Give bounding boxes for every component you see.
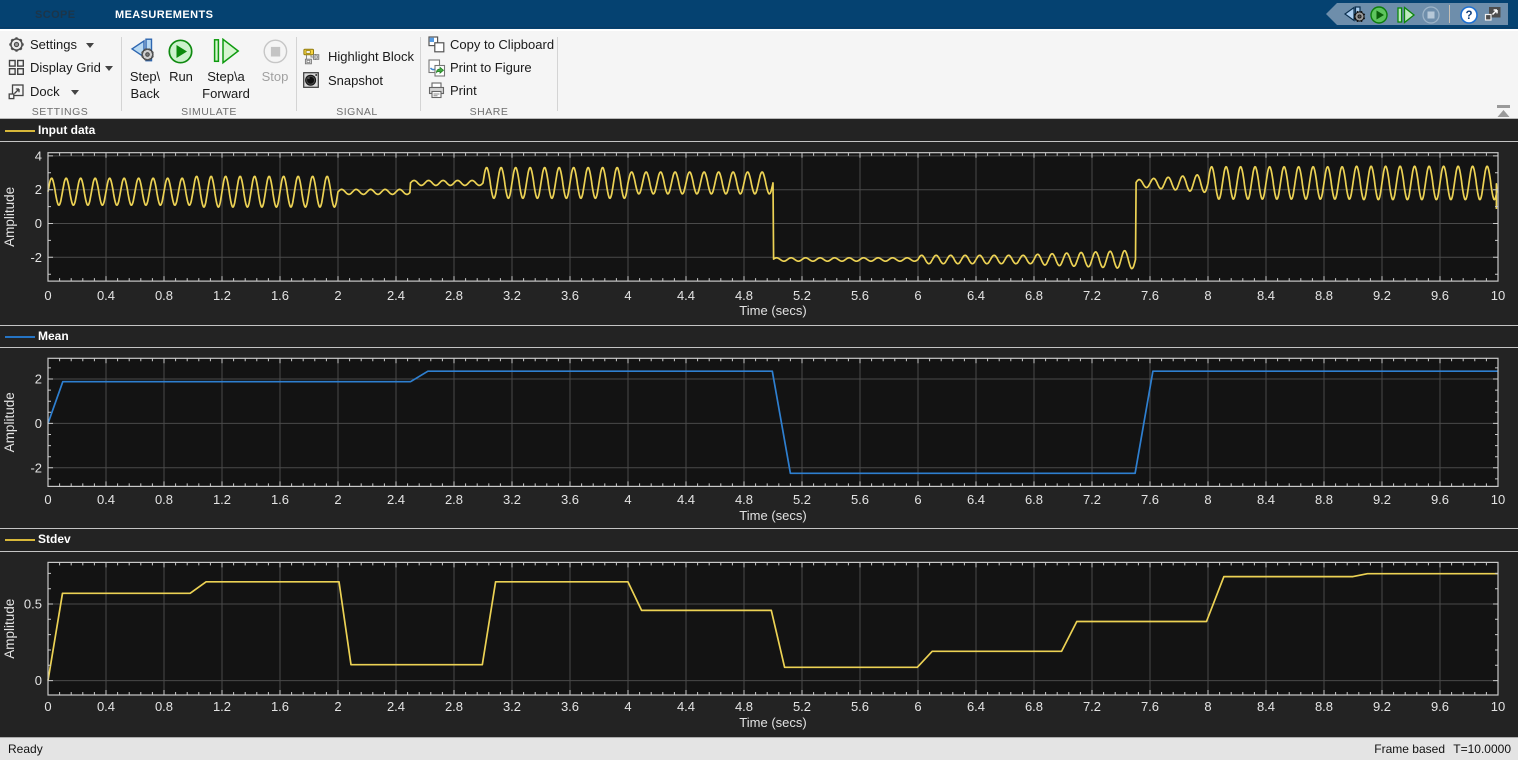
svg-text:6.8: 6.8: [1025, 288, 1043, 303]
svg-text:5.6: 5.6: [851, 288, 869, 303]
svg-text:2.4: 2.4: [387, 492, 405, 507]
svg-text:7.2: 7.2: [1083, 492, 1101, 507]
svg-text:1.6: 1.6: [271, 288, 289, 303]
svg-text:2.4: 2.4: [387, 288, 405, 303]
svg-text:8: 8: [1204, 288, 1211, 303]
svg-text:2.8: 2.8: [445, 492, 463, 507]
svg-text:8: 8: [1204, 699, 1211, 714]
svg-text:2: 2: [334, 288, 341, 303]
svg-text:2: 2: [334, 492, 341, 507]
svg-text:0: 0: [44, 699, 51, 714]
svg-text:-2: -2: [30, 460, 42, 475]
svg-text:1.6: 1.6: [271, 492, 289, 507]
svg-text:1.2: 1.2: [213, 492, 231, 507]
svg-text:8: 8: [1204, 492, 1211, 507]
svg-text:9.6: 9.6: [1431, 492, 1449, 507]
svg-text:6.8: 6.8: [1025, 492, 1043, 507]
svg-text:10: 10: [1491, 699, 1505, 714]
svg-text:1.2: 1.2: [213, 288, 231, 303]
svg-text:4: 4: [35, 148, 42, 163]
svg-text:4: 4: [624, 699, 631, 714]
svg-text:0.5: 0.5: [24, 597, 42, 612]
svg-text:7.6: 7.6: [1141, 492, 1159, 507]
svg-text:3.6: 3.6: [561, 492, 579, 507]
svg-text:3.2: 3.2: [503, 288, 521, 303]
svg-text:5.2: 5.2: [793, 699, 811, 714]
svg-text:4.8: 4.8: [735, 492, 753, 507]
svg-text:0: 0: [44, 288, 51, 303]
svg-text:9.6: 9.6: [1431, 699, 1449, 714]
svg-text:8.4: 8.4: [1257, 288, 1275, 303]
svg-text:1.6: 1.6: [271, 699, 289, 714]
svg-text:6.4: 6.4: [967, 699, 985, 714]
svg-text:4.4: 4.4: [677, 699, 695, 714]
svg-text:2: 2: [334, 699, 341, 714]
svg-text:5.6: 5.6: [851, 492, 869, 507]
svg-text:0: 0: [35, 673, 42, 688]
svg-text:4: 4: [624, 288, 631, 303]
svg-text:0: 0: [35, 416, 42, 431]
svg-text:0.8: 0.8: [155, 288, 173, 303]
svg-text:6: 6: [914, 699, 921, 714]
svg-text:2: 2: [35, 372, 42, 387]
svg-text:5.2: 5.2: [793, 492, 811, 507]
svg-text:7.6: 7.6: [1141, 288, 1159, 303]
svg-text:9.6: 9.6: [1431, 288, 1449, 303]
svg-text:3.6: 3.6: [561, 288, 579, 303]
svg-text:3.6: 3.6: [561, 699, 579, 714]
svg-text:8.8: 8.8: [1315, 288, 1333, 303]
svg-text:10: 10: [1491, 492, 1505, 507]
svg-text:4: 4: [624, 492, 631, 507]
svg-text:7.6: 7.6: [1141, 699, 1159, 714]
svg-text:0.8: 0.8: [155, 699, 173, 714]
svg-text:5.6: 5.6: [851, 699, 869, 714]
svg-text:9.2: 9.2: [1373, 492, 1391, 507]
svg-text:8.4: 8.4: [1257, 699, 1275, 714]
svg-text:4.8: 4.8: [735, 288, 753, 303]
svg-text:6.4: 6.4: [967, 492, 985, 507]
svg-text:10: 10: [1491, 288, 1505, 303]
svg-text:4.8: 4.8: [735, 699, 753, 714]
svg-text:Time (secs): Time (secs): [739, 303, 806, 318]
svg-text:3.2: 3.2: [503, 492, 521, 507]
svg-text:8.8: 8.8: [1315, 492, 1333, 507]
svg-text:6: 6: [914, 492, 921, 507]
svg-text:2.4: 2.4: [387, 699, 405, 714]
svg-text:6.4: 6.4: [967, 288, 985, 303]
svg-text:Amplitude: Amplitude: [2, 599, 17, 659]
svg-text:5.2: 5.2: [793, 288, 811, 303]
svg-text:Amplitude: Amplitude: [2, 187, 17, 247]
svg-text:9.2: 9.2: [1373, 699, 1391, 714]
svg-text:0: 0: [44, 492, 51, 507]
svg-text:0.4: 0.4: [97, 288, 115, 303]
svg-text:0.8: 0.8: [155, 492, 173, 507]
svg-text:2.8: 2.8: [445, 288, 463, 303]
svg-text:7.2: 7.2: [1083, 699, 1101, 714]
svg-text:7.2: 7.2: [1083, 288, 1101, 303]
svg-text:2: 2: [35, 182, 42, 197]
svg-text:8.4: 8.4: [1257, 492, 1275, 507]
svg-text:1.2: 1.2: [213, 699, 231, 714]
svg-text:9.2: 9.2: [1373, 288, 1391, 303]
svg-text:0: 0: [35, 216, 42, 231]
svg-text:0.4: 0.4: [97, 699, 115, 714]
svg-text:8.8: 8.8: [1315, 699, 1333, 714]
svg-text:4.4: 4.4: [677, 288, 695, 303]
svg-text:0.4: 0.4: [97, 492, 115, 507]
svg-text:2.8: 2.8: [445, 699, 463, 714]
svg-text:Time (secs): Time (secs): [739, 508, 806, 523]
svg-text:-2: -2: [30, 250, 42, 265]
svg-text:?: ?: [1465, 10, 1472, 22]
svg-text:6.8: 6.8: [1025, 699, 1043, 714]
svg-text:Amplitude: Amplitude: [2, 392, 17, 452]
svg-text:Time (secs): Time (secs): [739, 715, 806, 730]
svg-text:6: 6: [914, 288, 921, 303]
svg-text:4.4: 4.4: [677, 492, 695, 507]
svg-text:3.2: 3.2: [503, 699, 521, 714]
